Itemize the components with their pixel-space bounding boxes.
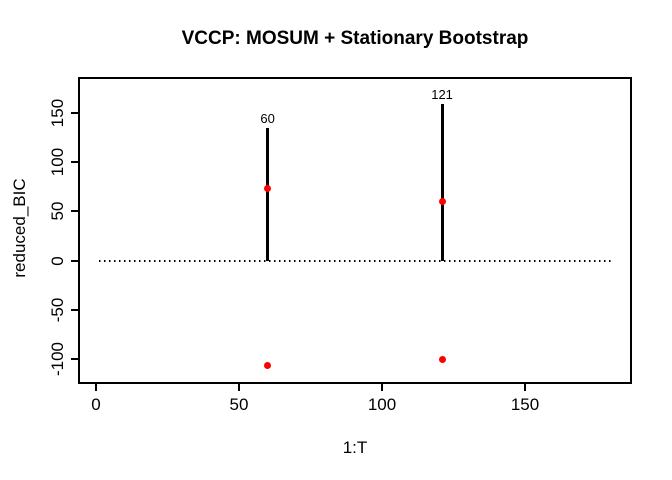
y-tick-label: 0 bbox=[48, 255, 67, 266]
changepoint-segment bbox=[266, 128, 270, 261]
y-tick-label: 100 bbox=[48, 147, 67, 177]
y-tick-mark bbox=[71, 308, 78, 311]
data-point bbox=[438, 355, 446, 363]
y-tick-label: -100 bbox=[48, 342, 67, 377]
plot-area bbox=[78, 77, 632, 384]
changepoint-segment bbox=[440, 103, 444, 261]
y-tick-label: 50 bbox=[48, 201, 67, 221]
x-tick-label: 100 bbox=[367, 395, 397, 414]
chart-title: VCCP: MOSUM + Stationary Bootstrap bbox=[181, 28, 529, 49]
y-axis-label: reduced_BIC bbox=[10, 178, 29, 278]
x-tick-label: 150 bbox=[510, 395, 540, 414]
y-tick-mark bbox=[71, 111, 78, 114]
x-axis-label: 1:T bbox=[342, 438, 368, 457]
y-tick-mark bbox=[71, 160, 78, 163]
data-point bbox=[264, 185, 272, 193]
x-tick-label: 50 bbox=[229, 395, 249, 414]
y-tick-label: 150 bbox=[48, 98, 67, 127]
x-tick-mark bbox=[524, 384, 527, 391]
x-tick-mark bbox=[238, 384, 241, 391]
changepoint-label: 60 bbox=[260, 111, 275, 127]
changepoint-label: 121 bbox=[431, 86, 453, 102]
data-point bbox=[438, 197, 446, 205]
x-tick-mark bbox=[95, 384, 98, 391]
data-point bbox=[264, 361, 272, 369]
x-tick-mark bbox=[381, 384, 384, 391]
y-tick-mark bbox=[71, 210, 78, 213]
x-tick-label: 0 bbox=[91, 395, 101, 414]
y-tick-mark bbox=[71, 259, 78, 262]
y-tick-mark bbox=[71, 358, 78, 361]
zero-line bbox=[98, 259, 611, 262]
y-tick-label: -50 bbox=[48, 297, 67, 323]
